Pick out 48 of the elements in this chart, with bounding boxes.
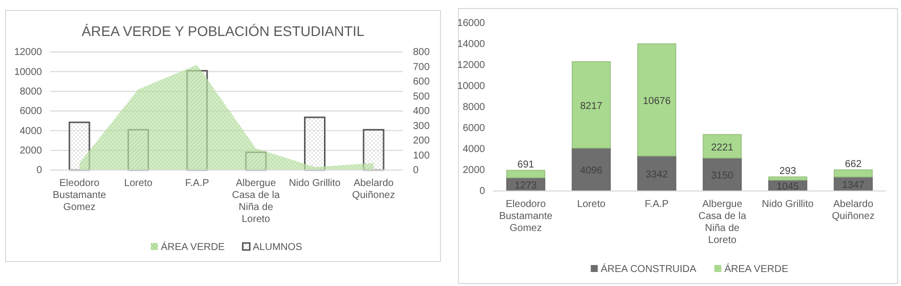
x-tick-label: Albergue Casa de la Niña de Loreto (232, 178, 280, 225)
y-tick-label: 14000 (457, 39, 486, 50)
data-label: 691 (517, 159, 535, 170)
y-tick-label: 0 (36, 165, 42, 176)
y2-tick-label: 200 (413, 136, 430, 147)
y2-tick-label: 600 (413, 76, 430, 88)
y-tick-label: 6000 (462, 123, 486, 134)
x-tick-label: Albergue Casa de la Niña de Loreto (698, 199, 747, 246)
y-tick-label: 2000 (20, 146, 42, 157)
y-tick-label: 0 (479, 186, 486, 198)
chart-title: ÁREA VERDE Y POBLACIÓN ESTUDIANTIL (82, 23, 365, 39)
y2-tick-label: 300 (413, 120, 430, 132)
data-label: 293 (779, 166, 797, 177)
y-tick-label: 10000 (457, 81, 486, 92)
legend-label: ÁREA CONSTRUIDA (600, 263, 697, 275)
data-label: 2221 (711, 142, 734, 154)
y-tick-label: 10000 (14, 66, 42, 78)
y-tick-label: 12000 (457, 60, 486, 72)
x-tick-label: Eleodoro Bustamante Gomez (52, 178, 107, 213)
y-tick-label: 8000 (462, 102, 486, 114)
y2-tick-label: 800 (413, 47, 430, 58)
data-label: 662 (844, 158, 862, 170)
x-tick-label: Loreto (577, 199, 606, 210)
y2-tick-label: 0 (413, 165, 419, 176)
y2-tick-label: 500 (413, 91, 430, 102)
x-tick-label: F.A.P (644, 199, 670, 210)
x-tick-label: Loreto (124, 178, 153, 189)
y-tick-label: 16000 (457, 18, 486, 30)
y-tick-label: 4000 (20, 126, 42, 137)
data-label: 8217 (580, 100, 603, 112)
y-tick-label: 2000 (462, 165, 486, 176)
y-tick-label: 12000 (14, 47, 42, 58)
x-tick-label: Abelardo Quiñonez (832, 199, 875, 222)
y2-tick-label: 100 (413, 150, 430, 162)
x-tick-label: Eleodoro Bustamante Gomez (499, 199, 553, 234)
y2-tick-label: 400 (413, 106, 430, 118)
x-tick-label: Nido Grillito (762, 199, 814, 210)
y-tick-label: 8000 (20, 86, 42, 98)
x-tick-label: F.A.P (185, 178, 210, 189)
y-tick-label: 4000 (462, 144, 486, 156)
data-label: 10676 (642, 96, 672, 107)
y2-tick-label: 700 (413, 62, 430, 73)
x-tick-label: Nido Grillito (288, 178, 342, 189)
x-tick-label: Abelardo Quiñonez (352, 178, 395, 201)
y-tick-label: 6000 (20, 106, 42, 118)
legend-label: ÁREA VERDE (160, 241, 226, 253)
legend-label: ÁREA VERDE (724, 263, 789, 275)
legend-label: ALUMNOS (252, 242, 303, 253)
